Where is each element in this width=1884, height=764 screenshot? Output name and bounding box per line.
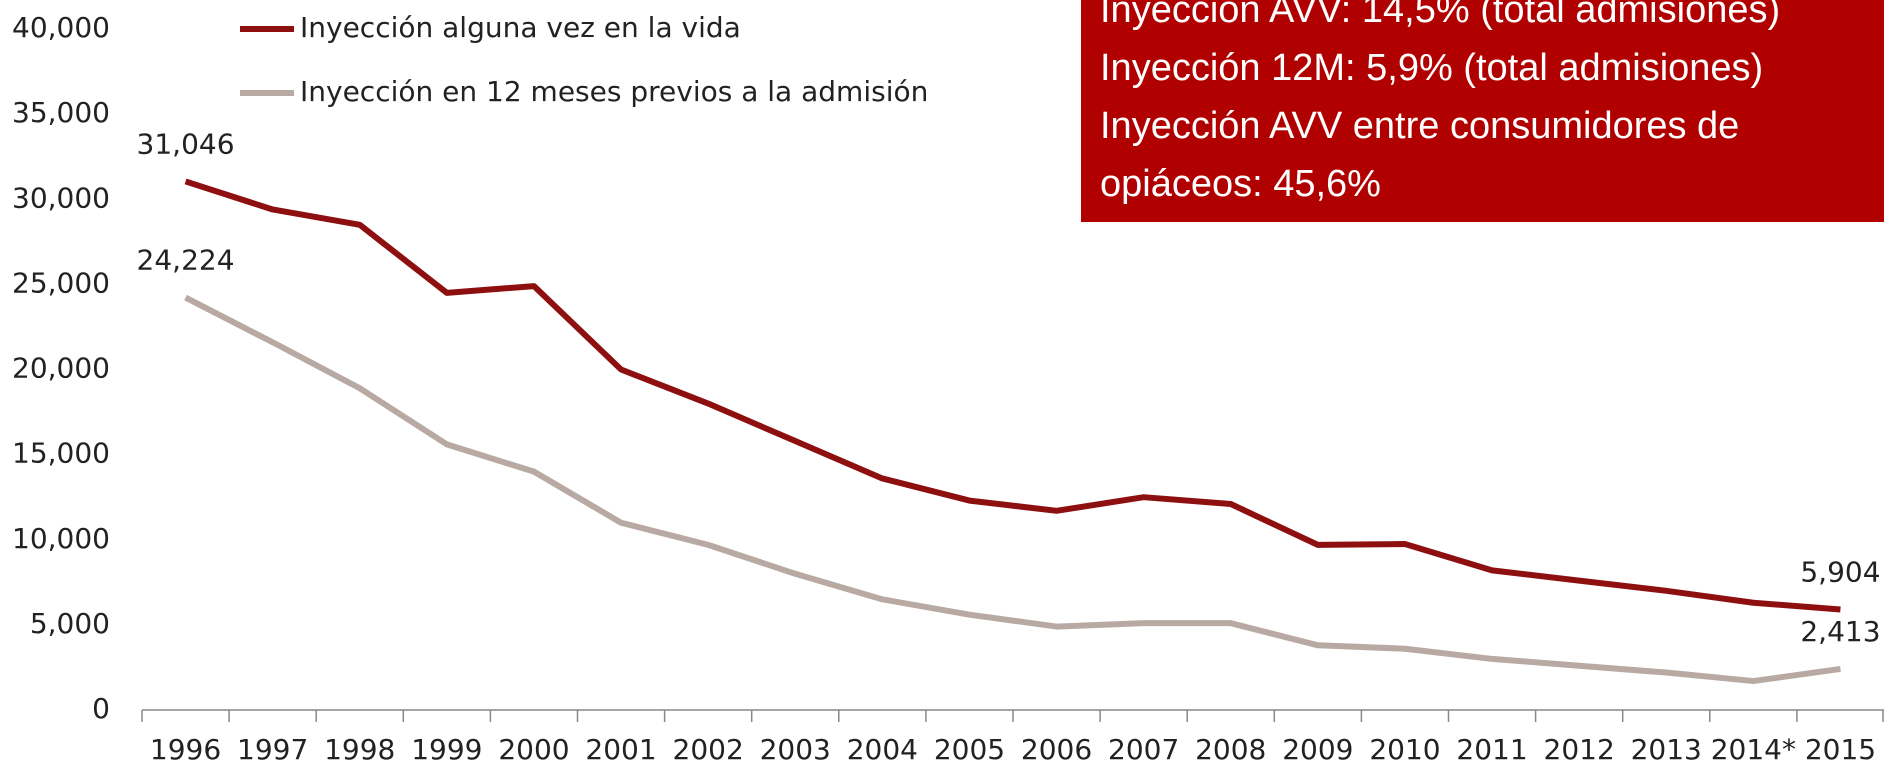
x-tick-label: 2006 <box>1021 733 1092 764</box>
data-label: 24,224 <box>137 244 235 277</box>
x-tick-label: 2000 <box>498 733 569 764</box>
annotation-text: Inyección 12M: 5,9% (total admisiones) <box>1100 47 1763 89</box>
x-tick-label: 2005 <box>934 733 1005 764</box>
y-tick-label: 30,000 <box>12 181 110 214</box>
x-tick-label: 2007 <box>1108 733 1179 764</box>
x-tick-label: 2008 <box>1195 733 1266 764</box>
x-tick-label: 1996 <box>150 733 221 764</box>
x-tick-label: 2015 <box>1805 733 1876 764</box>
legend-label: Inyección en 12 meses previos a la admis… <box>300 75 928 108</box>
x-tick-label: 2010 <box>1369 733 1440 764</box>
x-tick-label: 2013 <box>1631 733 1702 764</box>
series-line <box>184 294 1841 685</box>
x-tick-label: 2014* <box>1711 733 1796 764</box>
x-tick-label: 2012 <box>1544 733 1615 764</box>
series-line <box>184 178 1841 613</box>
x-tick-label: 1997 <box>237 733 308 764</box>
x-tick-label: 2011 <box>1456 733 1527 764</box>
annotation-text: opiáceos: 45,6% <box>1100 163 1381 205</box>
y-tick-label: 15,000 <box>12 437 110 470</box>
annotation-text: Inyección AVV entre consumidores de <box>1100 105 1739 147</box>
y-tick-label: 0 <box>92 692 110 725</box>
y-tick-label: 25,000 <box>12 266 110 299</box>
data-label: 5,904 <box>1800 555 1880 588</box>
x-tick-label: 2004 <box>847 733 918 764</box>
y-tick-label: 20,000 <box>12 352 110 385</box>
legend-label: Inyección alguna vez en la vida <box>300 11 741 44</box>
x-tick-label: 2001 <box>585 733 656 764</box>
y-tick-label: 5,000 <box>30 607 110 640</box>
y-tick-label: 35,000 <box>12 96 110 129</box>
x-tick-label: 1998 <box>324 733 395 764</box>
y-tick-label: 40,000 <box>12 11 110 44</box>
x-tick-label: 2009 <box>1282 733 1353 764</box>
annotation-box <box>1081 0 1884 222</box>
data-label: 31,046 <box>137 127 235 160</box>
x-tick-label: 2002 <box>673 733 744 764</box>
y-tick-label: 10,000 <box>12 522 110 555</box>
x-tick-label: 1999 <box>411 733 482 764</box>
annotation-text: Inyección AVV: 14,5% (total admisiones) <box>1100 0 1780 31</box>
x-tick-label: 2003 <box>760 733 831 764</box>
data-label: 2,413 <box>1800 615 1880 648</box>
